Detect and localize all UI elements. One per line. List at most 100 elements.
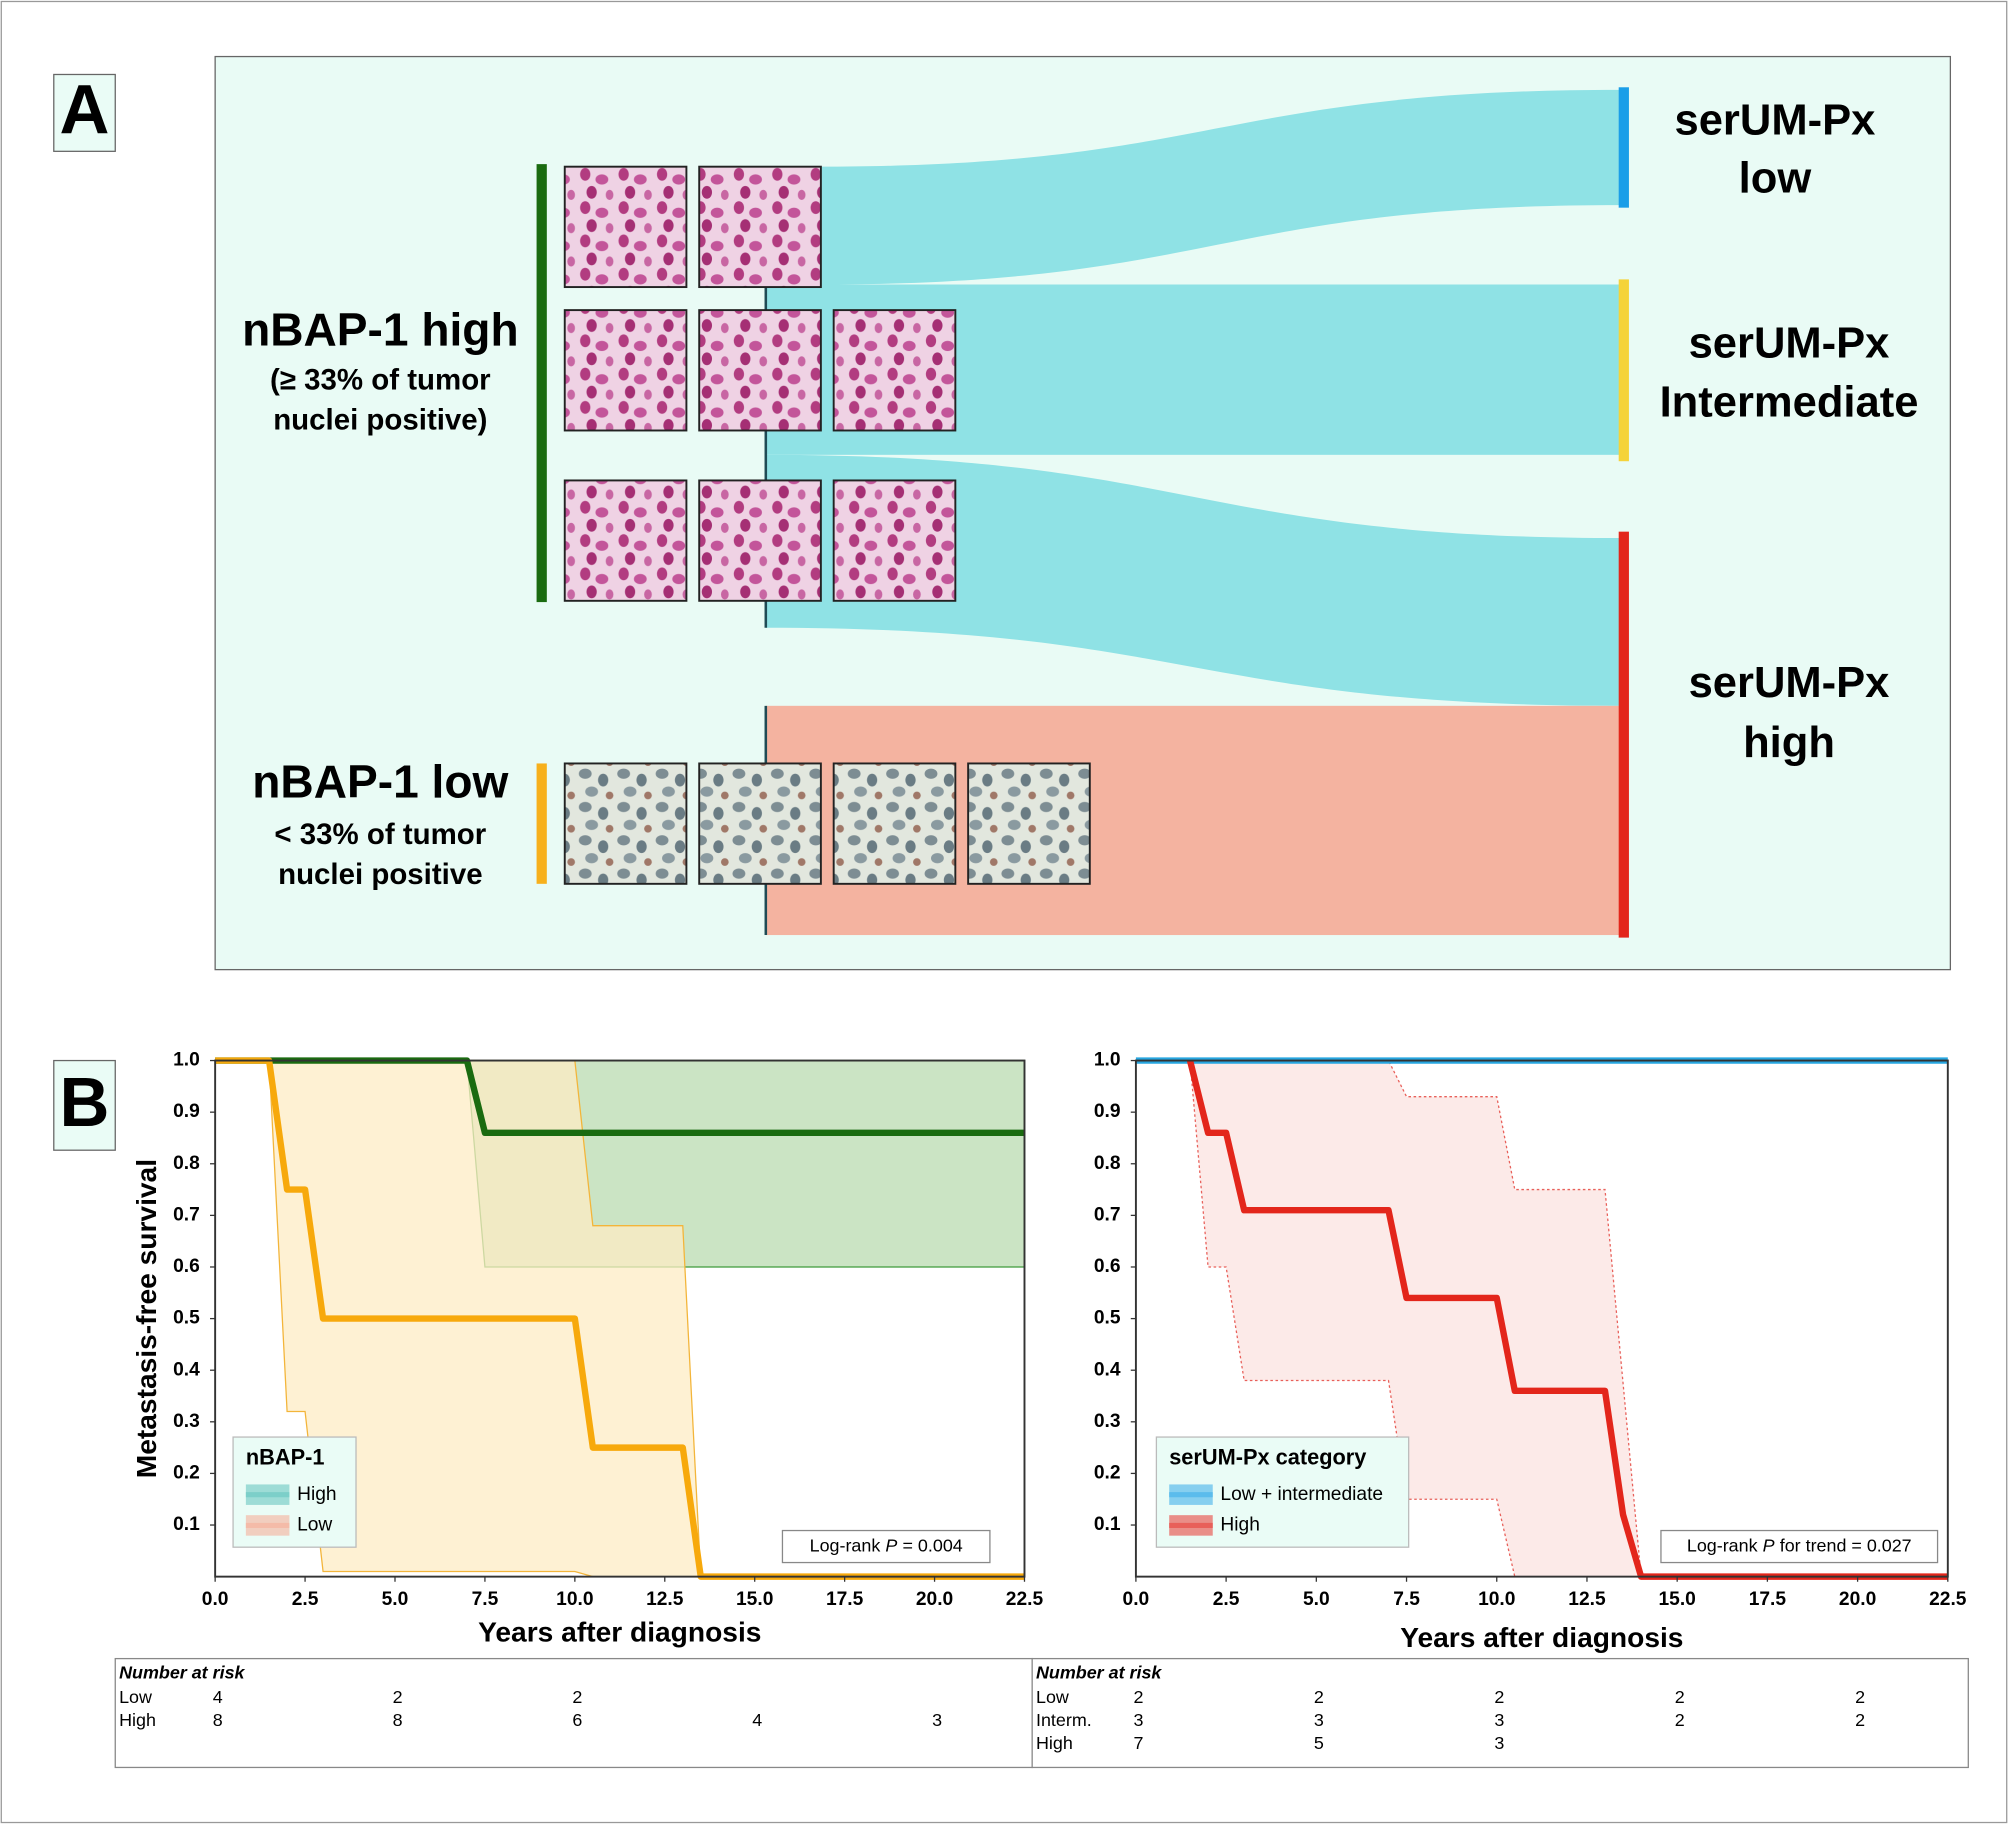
y-tick-label: 1.0	[173, 1050, 200, 1071]
risk-count: 2	[1675, 1687, 1685, 1707]
x-tick-label: 12.5	[646, 1589, 684, 1610]
x-tick-label: 0.0	[1123, 1589, 1150, 1610]
risk-count: 3	[1314, 1710, 1324, 1730]
y-tick-label: 0.2	[173, 1462, 200, 1483]
x-tick-label: 2.5	[292, 1589, 319, 1610]
flow	[765, 454, 1620, 706]
group-note: (≥ 33% of tumor	[270, 364, 491, 397]
risk-count: 4	[213, 1687, 223, 1707]
risk-count: 4	[752, 1710, 762, 1730]
panel-label: A	[60, 71, 110, 149]
group-note: nuclei positive)	[273, 403, 487, 436]
panel-label-box	[53, 1059, 116, 1151]
risk-count: 2	[572, 1687, 582, 1707]
category-label: serUM-Px	[1689, 319, 1890, 367]
y-tick-label: 0.4	[173, 1359, 200, 1380]
legend-label: Low	[297, 1514, 332, 1535]
risk-count: 5	[1314, 1733, 1324, 1753]
risk-count: 2	[1855, 1687, 1865, 1707]
image	[967, 762, 1091, 885]
group-bar	[536, 763, 547, 884]
image	[563, 309, 688, 432]
category-label: serUM-Px	[1675, 97, 1876, 145]
risk-count: 3	[1133, 1710, 1143, 1730]
risk-count: 3	[932, 1710, 942, 1730]
annotation-value: = 0.004	[903, 1535, 963, 1555]
x-tick-label: 20.0	[916, 1589, 953, 1610]
x-tick-label: 0.0	[202, 1589, 229, 1610]
risk-table-box	[114, 1657, 1033, 1769]
annotation-box	[781, 1529, 991, 1564]
image	[698, 479, 822, 602]
image	[698, 309, 822, 432]
y-tick-label: 0.7	[1094, 1204, 1121, 1225]
x-tick-label: 10.0	[1478, 1589, 1515, 1610]
x-tick-label: 2.5	[1213, 1589, 1240, 1610]
risk-count: 2	[1675, 1710, 1685, 1730]
x-tick-label: 5.0	[382, 1589, 409, 1610]
image	[832, 762, 957, 885]
legend-label: Low + intermediate	[1220, 1484, 1383, 1505]
y-tick-label: 0.1	[1094, 1514, 1121, 1535]
legend-title: serUM-Px category	[1169, 1445, 1366, 1470]
panel-label: B	[60, 1063, 110, 1141]
y-tick-label: 0.8	[173, 1153, 200, 1174]
y-tick-label: 0.3	[173, 1411, 200, 1432]
risk-row-label: High	[1036, 1733, 1073, 1753]
risk-count: 2	[1314, 1687, 1324, 1707]
image	[563, 479, 688, 602]
group-bar	[536, 164, 547, 603]
x-tick-label: 17.5	[826, 1589, 864, 1610]
category-label: Intermediate	[1660, 378, 1919, 426]
y-tick-label: 0.5	[1094, 1308, 1121, 1329]
annotation: Log-rank P = 0.004	[810, 1535, 963, 1555]
risk-row-label: Interm.	[1036, 1710, 1092, 1730]
annotation-text: Log-rank	[1687, 1535, 1758, 1555]
annotation-value: for trend = 0.027	[1780, 1535, 1912, 1555]
legend-title: nBAP-1	[246, 1445, 325, 1470]
y-tick-label: 0.1	[173, 1514, 200, 1535]
image	[563, 165, 688, 289]
image	[832, 309, 957, 432]
x-tick-label: 22.5	[1929, 1589, 1967, 1610]
y-tick-label: 0.6	[173, 1256, 200, 1277]
image	[832, 479, 957, 602]
flow	[819, 89, 1620, 285]
risk-count: 2	[1494, 1687, 1504, 1707]
y-tick-label: 0.3	[1094, 1411, 1121, 1432]
y-tick-label: 0.9	[1094, 1101, 1121, 1122]
panel-label-box	[53, 73, 116, 152]
group-bar	[1618, 531, 1629, 938]
risk-row-label: Low	[119, 1687, 152, 1707]
group-title: nBAP-1 low	[252, 755, 508, 807]
risk-count: 3	[1494, 1733, 1504, 1753]
annotation-italic: P	[1763, 1535, 1775, 1555]
category-label: low	[1739, 154, 1812, 202]
x-tick-label: 5.0	[1303, 1589, 1330, 1610]
risk-count: 6	[572, 1710, 582, 1730]
category-label: high	[1743, 719, 1835, 767]
x-tick-label: 17.5	[1749, 1589, 1787, 1610]
image	[698, 165, 822, 289]
annotation-italic: P	[885, 1535, 897, 1555]
x-axis-label: Years after diagnosis	[1400, 1621, 1683, 1653]
risk-table-title: Number at risk	[119, 1663, 245, 1683]
x-tick-label: 15.0	[1658, 1589, 1695, 1610]
x-tick-label: 15.0	[736, 1589, 773, 1610]
y-tick-label: 1.0	[1094, 1050, 1121, 1071]
survival-curve	[1186, 1059, 1948, 1580]
group-bar	[1618, 279, 1629, 462]
risk-count: 2	[1855, 1710, 1865, 1730]
x-tick-label: 20.0	[1839, 1589, 1876, 1610]
x-axis-label: Years after diagnosis	[478, 1616, 761, 1648]
category-label: serUM-Px	[1689, 659, 1890, 707]
risk-table-box	[1031, 1657, 1969, 1769]
y-tick-label: 0.7	[173, 1204, 200, 1225]
legend-label: High	[297, 1484, 336, 1505]
group-note: < 33% of tumor	[274, 818, 486, 851]
y-tick-label: 0.6	[1094, 1256, 1121, 1277]
legend-label: High	[1220, 1514, 1259, 1535]
annotation-text: Log-rank	[810, 1535, 881, 1555]
